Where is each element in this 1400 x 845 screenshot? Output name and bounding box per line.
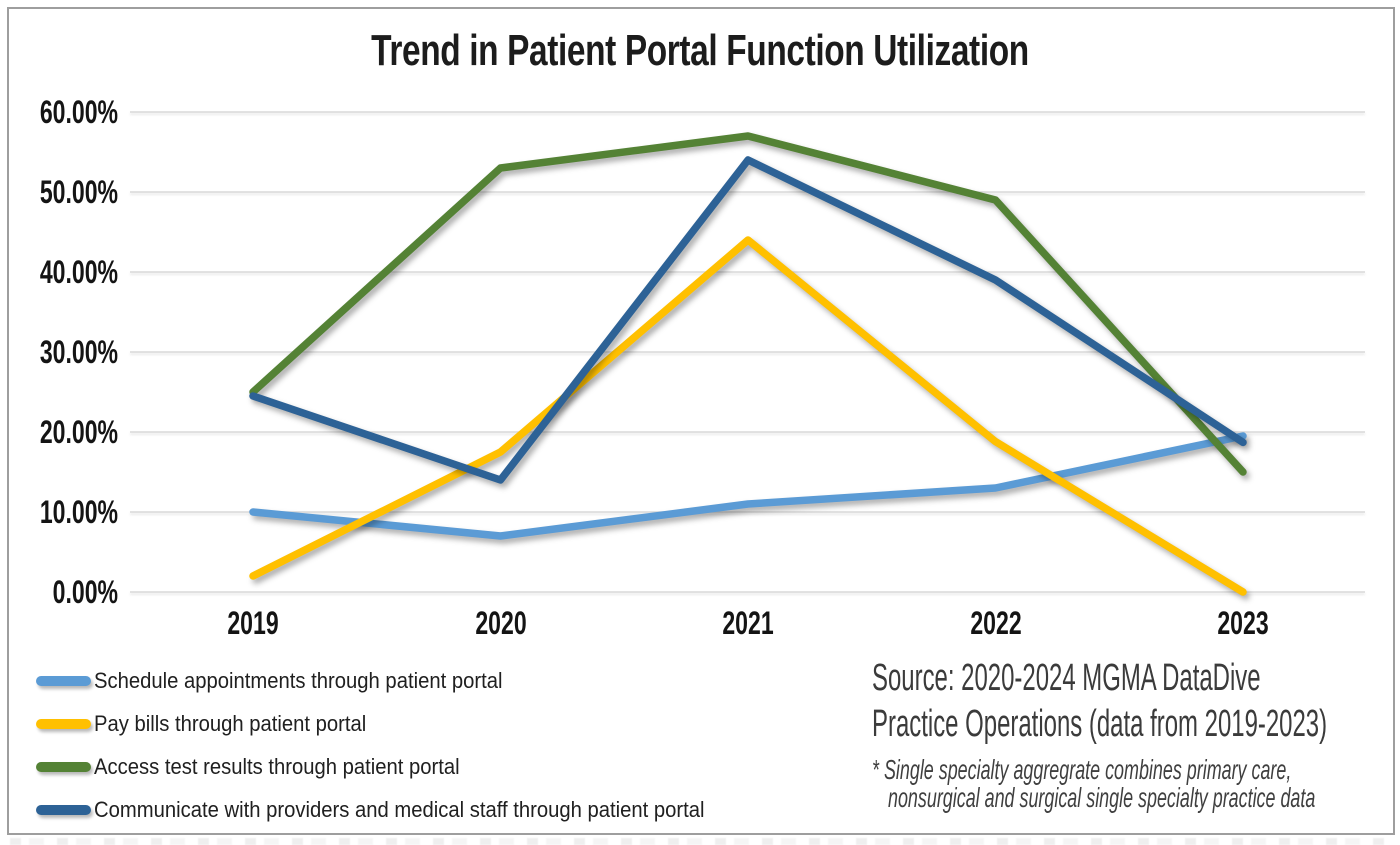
x-tick-label: 2021 bbox=[722, 605, 774, 641]
y-tick-label: 40.00% bbox=[39, 254, 118, 290]
source-line-1: Source: 2020-2024 MGMA DataDive bbox=[872, 657, 1261, 699]
legend-swatch bbox=[36, 675, 91, 686]
y-tick-label: 60.00% bbox=[39, 94, 118, 130]
source-note-1: * Single specialty aggregrate combines p… bbox=[872, 754, 1292, 785]
chart-title: Trend in Patient Portal Function Utiliza… bbox=[371, 26, 1029, 75]
cropped-text-artifact bbox=[10, 838, 1390, 845]
legend-swatch bbox=[36, 804, 91, 815]
series-line-3 bbox=[249, 156, 1247, 484]
legend-label: Pay bills through patient portal bbox=[94, 710, 367, 736]
legend-item: Access test results through patient port… bbox=[36, 745, 758, 788]
x-tick-label: 2019 bbox=[227, 605, 279, 641]
legend-label: Schedule appointments through patient po… bbox=[94, 667, 503, 693]
legend-item: Pay bills through patient portal bbox=[36, 702, 758, 745]
source-line-2: Practice Operations (data from 2019-2023… bbox=[872, 703, 1328, 745]
series-line-2 bbox=[249, 132, 1247, 476]
y-tick-label: 30.00% bbox=[39, 334, 118, 370]
y-tick-label: 10.00% bbox=[39, 494, 118, 530]
x-tick-label: 2023 bbox=[1217, 605, 1269, 641]
y-tick-label: 50.00% bbox=[39, 174, 118, 210]
legend-label: Access test results through patient port… bbox=[94, 753, 460, 779]
x-tick-label: 2022 bbox=[969, 605, 1022, 641]
x-tick-label: 2020 bbox=[474, 605, 527, 641]
legend-item: Schedule appointments through patient po… bbox=[36, 659, 758, 702]
legend-label: Communicate with providers and medical s… bbox=[94, 796, 705, 822]
legend-swatch bbox=[36, 761, 91, 772]
series-line-1 bbox=[249, 236, 1247, 596]
legend: Schedule appointments through patient po… bbox=[36, 659, 758, 831]
source-note-2: nonsurgical and surgical single specialt… bbox=[888, 782, 1316, 813]
y-tick-label: 20.00% bbox=[39, 414, 118, 450]
source-block: Source: 2020-2024 MGMA DataDive Practice… bbox=[872, 655, 1400, 812]
y-tick-label: 0.00% bbox=[52, 574, 118, 610]
series-line-0 bbox=[249, 432, 1247, 540]
legend-swatch bbox=[36, 718, 91, 729]
legend-item: Communicate with providers and medical s… bbox=[36, 788, 758, 831]
